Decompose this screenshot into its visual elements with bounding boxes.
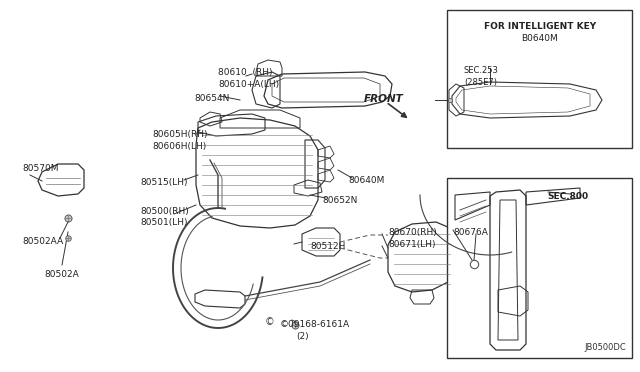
- Text: 80502AA: 80502AA: [22, 237, 63, 246]
- Text: SEC.253: SEC.253: [464, 66, 499, 75]
- Bar: [447, 10, 632, 148]
- Text: 80676A: 80676A: [453, 228, 488, 237]
- Text: (285E7): (285E7): [464, 78, 497, 87]
- Text: FRONT: FRONT: [364, 94, 404, 104]
- Text: 80606H(LH): 80606H(LH): [152, 142, 206, 151]
- Text: FOR INTELLIGENT KEY: FOR INTELLIGENT KEY: [484, 22, 596, 31]
- Text: 80654N: 80654N: [194, 94, 229, 103]
- Text: 80640M: 80640M: [348, 176, 385, 185]
- Text: 80670(RH): 80670(RH): [388, 228, 436, 237]
- Text: 80605H(RH): 80605H(RH): [152, 130, 207, 139]
- Text: 80512H: 80512H: [310, 242, 346, 251]
- Text: 80500(RH): 80500(RH): [140, 207, 189, 216]
- Text: 80501(LH): 80501(LH): [140, 218, 188, 227]
- Text: ©09168-6161A: ©09168-6161A: [280, 320, 350, 329]
- Text: 80515(LH): 80515(LH): [140, 178, 188, 187]
- Text: JB0500DC: JB0500DC: [584, 343, 626, 352]
- Text: SEC.800: SEC.800: [547, 192, 588, 201]
- Bar: [447, 178, 632, 358]
- Text: ©: ©: [265, 317, 275, 327]
- Text: 80610+A(LH): 80610+A(LH): [218, 80, 279, 89]
- Text: (2): (2): [296, 332, 308, 341]
- Text: 80610  (RH): 80610 (RH): [218, 68, 273, 77]
- Text: 80652N: 80652N: [322, 196, 357, 205]
- Text: 80671(LH): 80671(LH): [388, 240, 435, 249]
- Text: B0640M: B0640M: [522, 34, 558, 43]
- Text: 80502A: 80502A: [44, 270, 79, 279]
- Text: 80570M: 80570M: [22, 164, 58, 173]
